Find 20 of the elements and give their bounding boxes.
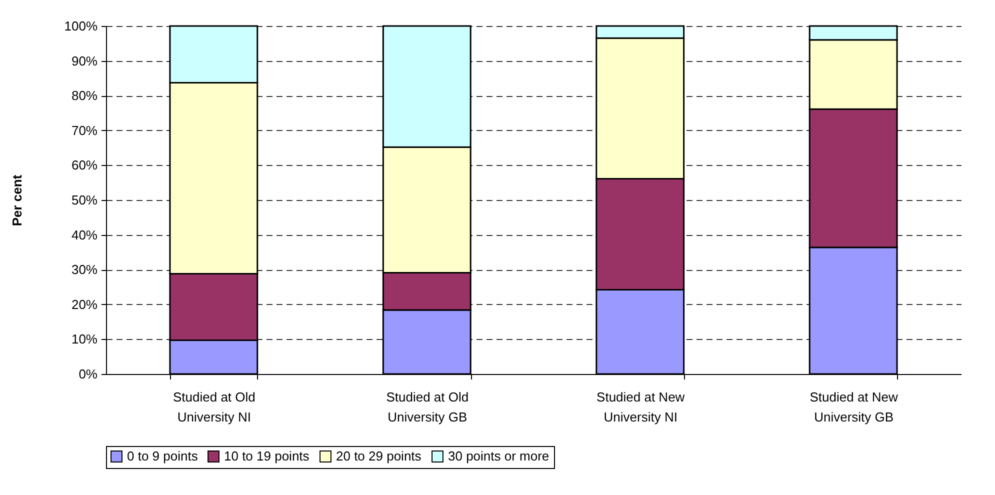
y-tick-label: 80% (71, 88, 98, 104)
x-tick-label: Studied at Old University GB (386, 390, 469, 424)
legend-label: 0 to 9 points (127, 448, 198, 464)
y-tick-label: 10% (71, 332, 98, 347)
y-tick-label: 100% (64, 18, 98, 34)
y-tick-label: 40% (71, 227, 98, 242)
y-tick-label: 60% (71, 158, 98, 173)
legend-label: 10 to 19 points (224, 448, 310, 464)
y-tick-label: 50% (71, 192, 98, 208)
x-tick-label: Studied at Old University NI (172, 390, 256, 424)
x-tick-label: Studied at New University GB (810, 390, 899, 424)
legend-label: 30 points or more (448, 448, 550, 464)
y-tick-label: 70% (71, 122, 98, 138)
y-axis-title: Per cent (9, 174, 24, 226)
y-tick-label: 30% (71, 262, 98, 278)
y-tick-label: 90% (71, 53, 98, 68)
y-tick-label: 20% (71, 296, 98, 312)
y-tick-label: 0% (78, 366, 98, 382)
legend-label: 20 to 29 points (336, 448, 422, 464)
x-tick-label: Studied at New University NI (596, 390, 686, 424)
